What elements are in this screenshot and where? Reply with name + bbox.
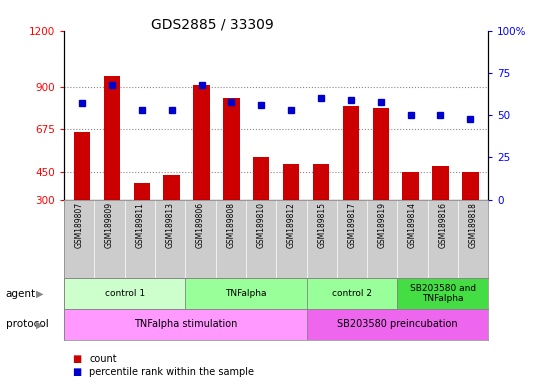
Text: GSM189818: GSM189818	[469, 202, 478, 248]
Text: GSM189817: GSM189817	[348, 202, 357, 248]
Text: percentile rank within the sample: percentile rank within the sample	[89, 367, 254, 377]
Bar	[64, 278, 185, 309]
Text: GSM189819: GSM189819	[378, 202, 387, 248]
Text: GSM189806: GSM189806	[196, 202, 205, 248]
Bar	[373, 108, 389, 200]
Bar	[133, 183, 150, 200]
Text: ■: ■	[73, 354, 82, 364]
Text: ■: ■	[73, 367, 82, 377]
Text: SB203580 preincubation: SB203580 preincubation	[337, 319, 458, 329]
Text: GSM189811: GSM189811	[136, 202, 145, 248]
Text: GSM189812: GSM189812	[287, 202, 296, 248]
Bar	[343, 106, 359, 200]
Bar	[402, 172, 419, 200]
Bar	[306, 309, 488, 340]
Bar	[462, 172, 479, 200]
Text: ▶: ▶	[36, 289, 44, 299]
Text: GSM189808: GSM189808	[227, 202, 235, 248]
Bar	[253, 157, 270, 200]
Text: GSM189814: GSM189814	[408, 202, 417, 248]
Text: GSM189813: GSM189813	[166, 202, 175, 248]
Text: TNFalpha stimulation: TNFalpha stimulation	[134, 319, 237, 329]
Text: GSM189815: GSM189815	[317, 202, 326, 248]
Bar	[163, 175, 180, 200]
Bar	[223, 98, 239, 200]
Bar	[313, 164, 329, 200]
Bar	[193, 85, 210, 200]
Text: TNFalpha: TNFalpha	[225, 289, 267, 298]
Bar	[74, 132, 90, 200]
Bar	[185, 278, 306, 309]
Bar	[306, 278, 397, 309]
Text: GDS2885 / 33309: GDS2885 / 33309	[151, 17, 273, 31]
Text: GSM189810: GSM189810	[257, 202, 266, 248]
Text: GSM189807: GSM189807	[75, 202, 84, 248]
Text: agent: agent	[6, 289, 36, 299]
Text: control 2: control 2	[332, 289, 372, 298]
Bar	[283, 164, 299, 200]
Text: ▶: ▶	[36, 319, 44, 329]
Bar	[64, 309, 306, 340]
Bar	[397, 278, 488, 309]
Text: control 1: control 1	[105, 289, 145, 298]
Text: protocol: protocol	[6, 319, 49, 329]
Text: count: count	[89, 354, 117, 364]
Text: GSM189809: GSM189809	[105, 202, 114, 248]
Text: SB203580 and
TNFalpha: SB203580 and TNFalpha	[410, 284, 476, 303]
Bar	[432, 166, 449, 200]
Bar	[104, 76, 120, 200]
Text: GSM189816: GSM189816	[439, 202, 448, 248]
